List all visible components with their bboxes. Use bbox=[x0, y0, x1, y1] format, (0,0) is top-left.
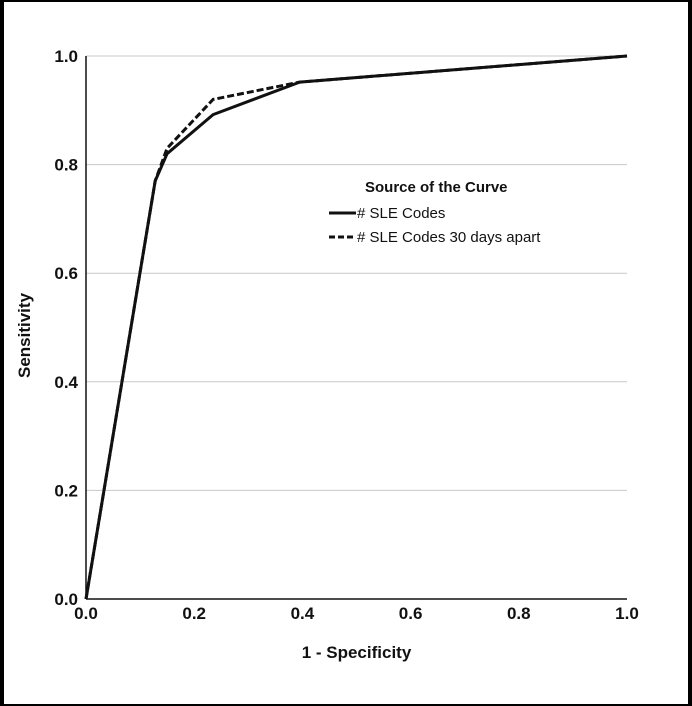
y-tick-label-4: 0.8 bbox=[54, 156, 78, 175]
x-tick-label-5: 1.0 bbox=[615, 604, 639, 623]
x-tick-label-3: 0.6 bbox=[399, 604, 423, 623]
series-line-sle-codes bbox=[84, 54, 628, 600]
gridlines bbox=[86, 55, 627, 491]
y-tick-label-2: 0.4 bbox=[54, 373, 78, 392]
legend-label-sle-codes-30-days: # SLE Codes 30 days apart bbox=[357, 229, 541, 246]
x-tick-labels: 0.0 0.2 0.4 0.6 0.8 1.0 bbox=[74, 604, 639, 623]
y-tick-label-1: 0.2 bbox=[54, 481, 78, 500]
series-line-sle-codes-30-days bbox=[84, 54, 628, 600]
y-axis-title: Sensitivity bbox=[15, 292, 34, 378]
y-tick-label-5: 1.0 bbox=[54, 47, 78, 66]
y-tick-label-3: 0.6 bbox=[54, 264, 78, 283]
y-tick-labels: 0.0 0.2 0.4 0.6 0.8 1.0 bbox=[54, 47, 78, 609]
x-tick-label-2: 0.4 bbox=[291, 604, 315, 623]
legend-title: Source of the Curve bbox=[365, 179, 508, 196]
series-lines bbox=[84, 54, 628, 600]
legend-label-sle-codes: # SLE Codes bbox=[357, 205, 445, 222]
chart-card: 0.0 0.2 0.4 0.6 0.8 1.0 0.0 0.2 0.4 0.6 0.8 1.0 1 … bbox=[4, 2, 688, 704]
legend: Source of the Curve # SLE Codes # SLE Co… bbox=[329, 179, 541, 246]
x-axis-title: 1 - Specificity bbox=[302, 643, 412, 662]
x-tick-label-4: 0.8 bbox=[507, 604, 531, 623]
axes bbox=[85, 56, 627, 600]
x-tick-label-0: 0.0 bbox=[74, 604, 98, 623]
x-tick-label-1: 0.2 bbox=[182, 604, 206, 623]
y-tick-label-0: 0.0 bbox=[54, 590, 78, 609]
roc-chart: 0.0 0.2 0.4 0.6 0.8 1.0 0.0 0.2 0.4 0.6 0.8 1.0 1 … bbox=[15, 47, 639, 662]
